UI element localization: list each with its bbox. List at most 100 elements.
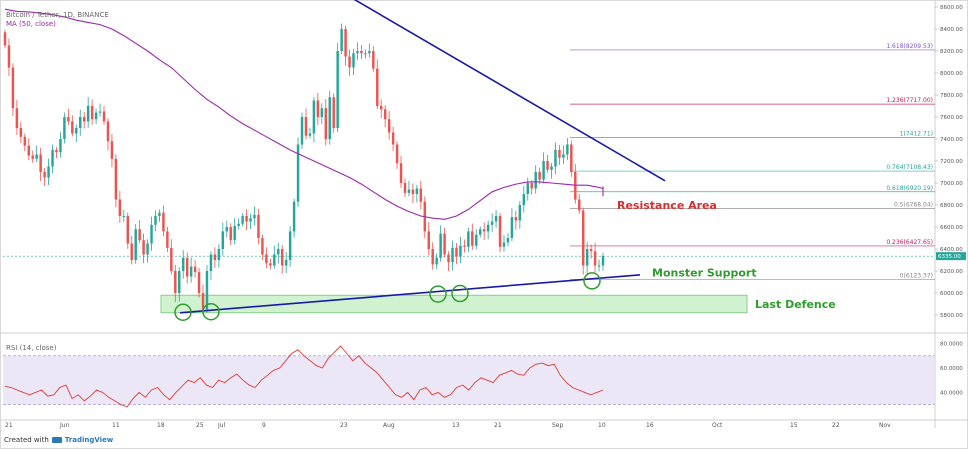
defence-annotation: Last Defence <box>755 298 836 311</box>
footer: Created with TradingView <box>4 436 113 444</box>
fib-level-label: 1(7412.71) <box>900 131 933 138</box>
candle-body <box>344 29 347 57</box>
candle-body <box>356 51 359 54</box>
candle-body <box>154 216 157 225</box>
candle-body <box>134 229 137 260</box>
candle-body <box>193 266 197 273</box>
candle-body <box>490 221 494 225</box>
ma-legend: MA (50, close) <box>6 20 56 28</box>
candle-body <box>79 117 82 128</box>
candle-body <box>126 216 129 244</box>
candle-body <box>225 227 229 232</box>
rsi-legend: RSI (14, close) <box>6 344 57 352</box>
time-tick-label: Jun <box>59 422 70 429</box>
candle-body <box>360 51 363 54</box>
time-tick-label: 15 <box>790 422 798 429</box>
rsi-line <box>4 345 604 408</box>
candle-body <box>601 256 605 266</box>
fib-level-label: 0.236(6427.65) <box>886 239 933 246</box>
candle-body <box>383 109 387 120</box>
candle-body <box>51 150 54 167</box>
candle-body <box>316 100 320 117</box>
support-touch-circle <box>202 302 220 321</box>
candle-body <box>71 121 74 134</box>
candle-body <box>308 133 312 136</box>
candle-body <box>122 216 126 217</box>
support-trendline <box>179 274 641 314</box>
candle-body <box>471 231 474 246</box>
candle-body <box>498 216 502 247</box>
fib-level-label: 0(6123.37) <box>900 272 933 279</box>
candle-body <box>31 155 34 159</box>
candle-body <box>336 51 339 128</box>
candle-body <box>110 141 114 159</box>
time-tick-label: Aug <box>383 422 395 429</box>
price-tick-label: 6600.00 <box>940 225 963 231</box>
candle-body <box>570 144 573 172</box>
candle-body <box>280 249 284 266</box>
price-tick-label: 7600.00 <box>940 115 963 121</box>
candle-body <box>467 231 470 247</box>
support-annotation: Monster Support <box>652 267 757 280</box>
rsi-tick-label: 80.0000 <box>940 342 963 348</box>
candle-body <box>482 229 486 232</box>
candle-body <box>257 214 260 238</box>
candle-body <box>399 163 403 183</box>
candle-body <box>368 51 371 54</box>
price-tick-label: 6000.00 <box>940 291 963 297</box>
candle-body <box>114 158 118 200</box>
candle-body <box>475 234 478 246</box>
price-tick-label: 5800.00 <box>940 313 963 319</box>
candle-body <box>296 144 300 202</box>
candle-body <box>63 117 66 139</box>
candle-body <box>300 117 304 145</box>
candle-body <box>534 172 537 189</box>
candle-body <box>435 257 438 265</box>
candle-body <box>403 183 407 193</box>
candle-body <box>459 245 462 257</box>
candle-body <box>189 266 193 277</box>
candle-body <box>320 108 324 117</box>
candle-body <box>352 53 355 68</box>
candle-body <box>94 112 98 120</box>
candle-body <box>328 97 331 139</box>
candle-body <box>265 254 268 264</box>
candle-body <box>451 247 454 263</box>
candle-body <box>518 205 522 221</box>
candle-body <box>506 238 510 243</box>
time-tick-label: 18 <box>157 422 165 429</box>
candle-body <box>90 106 94 120</box>
time-tick-label: 13 <box>452 422 460 429</box>
candle-body <box>538 172 541 180</box>
time-tick-label: 10 <box>598 422 606 429</box>
candle-body <box>494 216 498 222</box>
time-tick-label: Jul <box>217 422 226 429</box>
candle-body <box>395 144 399 164</box>
candle-body <box>340 29 343 51</box>
candle-body <box>43 172 46 178</box>
price-tick-label: 7400.00 <box>940 137 963 143</box>
footer-brand[interactable]: TradingView <box>64 436 114 444</box>
symbol-title: Bitcoin / Tether, 1D, BINANCE <box>6 11 109 19</box>
candle-body <box>47 166 50 178</box>
candle-body <box>98 111 102 113</box>
fib-level-label: 1.236(7717.00) <box>886 97 933 104</box>
support-touch-circle <box>451 284 469 303</box>
candle-body <box>522 194 526 205</box>
footer-created: Created with <box>4 436 49 444</box>
candle-body <box>578 199 581 211</box>
candle-body <box>233 225 236 241</box>
tradingview-logo-icon <box>51 437 62 443</box>
candle-body <box>558 150 561 158</box>
candle-body <box>427 231 430 249</box>
candle-body <box>150 224 153 244</box>
candle-body <box>431 249 434 265</box>
candle-body <box>158 212 161 216</box>
candle-body <box>174 271 177 293</box>
candle-body <box>130 243 133 260</box>
candle-body <box>261 238 264 255</box>
candle-body <box>510 217 514 238</box>
candle-body <box>542 161 545 180</box>
price-tick-label: 7800.00 <box>940 93 963 99</box>
